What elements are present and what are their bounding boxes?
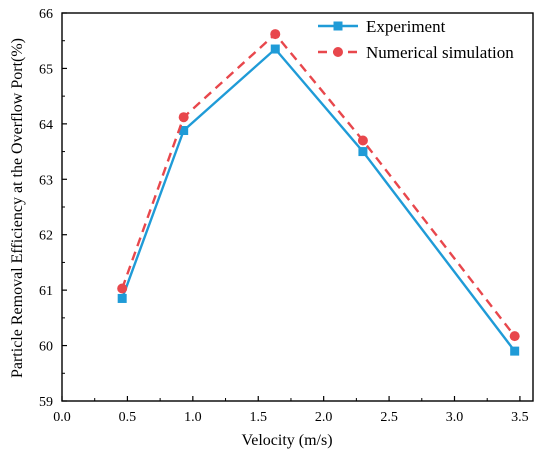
series-2-point [178,112,189,123]
series-2-point [509,331,520,342]
series-1-point [510,346,520,356]
series-1-point [270,44,280,54]
y-tick-label: 63 [39,173,53,188]
series-1-point [117,293,127,303]
y-tick-label: 61 [39,284,53,299]
legend-marker-2 [333,47,343,57]
x-tick-label: 1.0 [184,410,202,425]
x-tick-label: 1.5 [250,410,268,425]
x-tick-label: 3.0 [446,410,464,425]
y-tick-label: 62 [39,229,53,244]
y-tick-label: 65 [39,62,53,77]
y-axis-title: Particle Removal Efficiency at the Overf… [9,38,26,378]
plot-frame [61,12,534,402]
legend: Experiment Numerical simulation [318,17,514,62]
y-tick-label: 64 [39,118,53,133]
legend-label-1: Experiment [366,17,446,36]
x-axis-title: Velocity (m/s) [241,432,332,449]
legend-marker-1 [333,21,343,31]
series-2-point [117,283,128,294]
legend-label-2: Numerical simulation [366,43,514,62]
series-2-point [270,29,281,40]
y-tick-label: 59 [39,395,53,410]
series-2-point [357,135,368,146]
y-tick-label: 60 [39,340,53,355]
series-line-2 [121,32,516,337]
x-tick-label: 3.5 [511,410,529,425]
x-tick-label: 0.5 [119,410,137,425]
series-line-1 [121,47,516,352]
x-tick-label: 0.0 [53,410,71,425]
x-tick-label: 2.0 [315,410,333,425]
y-tick-label: 66 [39,7,53,22]
series-1-point [358,147,368,157]
series-1-point [179,126,189,136]
x-tick-label: 2.5 [380,410,398,425]
